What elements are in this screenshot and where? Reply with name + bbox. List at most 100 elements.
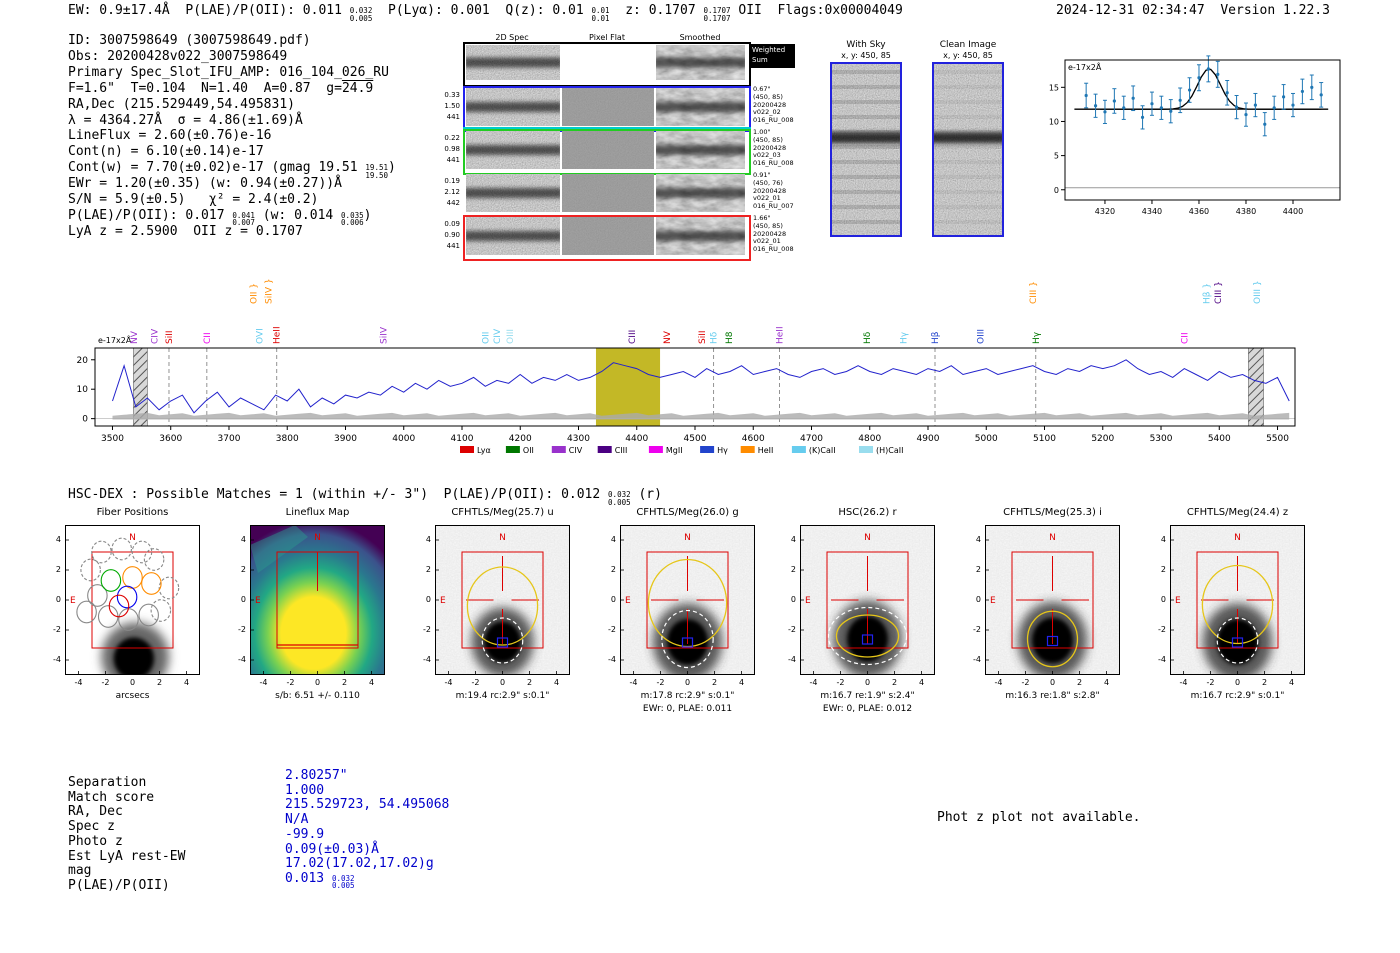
spec2d-row-annotation: 0.67" [753,85,771,93]
cutout-ytick-label: -4 [973,655,981,664]
cutout-footer: EWr: 0, PLAE: 0.012 [822,704,913,714]
cutout-xtick-label: 4 [738,678,745,687]
spec2d-tile [466,131,560,169]
spec2d-tile [656,88,745,126]
match-table-value: N/A [285,812,309,828]
cutout-footer: m:17.8 rc:2.9" s:0.1" [640,691,735,701]
svg-text:e-17x2Å: e-17x2Å [98,334,132,345]
cutout-ytick-label: -4 [1158,655,1166,664]
cutout-xtick-label: 4 [1288,678,1295,687]
spec2d-row-annotation: 016_RU_008 [753,116,794,125]
svg-text:e-17x2Å: e-17x2Å [1068,61,1102,72]
svg-text:5100: 5100 [1033,434,1056,444]
svg-text:4380: 4380 [1236,207,1256,216]
svg-text:NV: NV [130,330,140,344]
svg-text:Hγ: Hγ [900,331,910,344]
svg-text:0: 0 [82,415,88,425]
svg-text:5: 5 [1054,152,1059,161]
svg-text:4200: 4200 [509,434,532,444]
spec2d-row-annotation: 016_RU_007 [753,202,794,211]
spec2d-tile [466,88,560,126]
sky-panel-title: With Sky [846,40,886,50]
svg-text:Hγ: Hγ [717,446,728,455]
photz-note: Phot z plot not available. [937,810,1141,825]
cutout-xtick-label: 2 [1261,678,1268,687]
svg-text:N: N [129,533,136,543]
sky-panel-subtitle: x, y: 450, 85 [841,51,891,60]
match-table-value: -99.9 [285,826,325,842]
svg-text:E: E [625,596,631,606]
svg-text:CII: CII [203,332,213,344]
spec2d-row-annotation: (450, 76) [753,178,783,187]
svg-text:3500: 3500 [101,434,124,444]
cutout-xtick-label: -4 [74,678,83,687]
spec2d-row-stat: 1.50 [444,102,460,110]
cutout-xtick-label: -4 [1179,678,1188,687]
spec2d-pixel-flat-tile-svg [562,131,654,169]
cutout-ytick-label: -4 [608,655,616,664]
svg-text:N: N [314,533,321,543]
spec2d-pixel-flat-tile [562,88,654,126]
svg-text:Hδ: Hδ [863,331,873,344]
cutout-ytick-label: -2 [1158,625,1166,634]
cutout-xtick-label: 4 [368,678,375,687]
cutout-footer: m:16.3 re:1.8" s:2.8" [1005,691,1100,701]
spec2d-row-stat: 441 [446,113,460,121]
spec2d-row-border [463,215,751,261]
spec2d-col-header: 2D Spec [495,33,529,42]
spec2d-row-annotation: 20200428 [753,229,787,238]
spec2d-row-stat: 442 [446,199,460,207]
cutout-img-panel-svg: NE [1170,525,1305,675]
svg-text:4500: 4500 [684,434,707,444]
match-table-label: Separation [68,775,147,790]
svg-text:10: 10 [77,385,89,395]
spec2d-pixel-flat-tile [562,217,654,255]
cutout-ytick-label: 2 [975,565,981,574]
spec2d-tile [466,174,560,212]
cutout-ytick-label: 2 [425,565,431,574]
info-line: Primary Spec_Slot_IFU_AMP: 016_104_026_R… [68,64,389,80]
clean-image [932,62,1004,237]
cutout-title: Fiber Positions [96,507,169,518]
info-line: RA,Dec (215.529449,54.495831) [68,96,295,112]
svg-text:4320: 4320 [1095,207,1115,216]
info-line: λ = 4364.27Å σ = 4.86(±1.69)Å [68,112,303,128]
match-table-label: Photo z [68,833,123,849]
spec2d-row-stat: 0.98 [444,145,460,153]
cutout-xtick-label: 2 [711,678,718,687]
cutout-ytick-label: 0 [1160,595,1166,604]
svg-text:E: E [1175,596,1181,606]
cutout-xtick-label: 4 [1103,678,1110,687]
cutout-ytick-label: 2 [240,565,246,574]
spec2d-row-annotation: 1.00" [753,128,771,136]
svg-text:N: N [1234,533,1241,543]
cutout-ytick-label: -2 [973,625,981,634]
cutout-footer: s/b: 6.51 +/- 0.110 [275,691,360,701]
cutout-map-panel-svg: NE [250,525,385,675]
svg-text:4400: 4400 [625,434,648,444]
clean-image-svg [932,62,1004,237]
info-line: LineFlux = 2.60(±0.76)e-16 [68,128,272,144]
cutout-ytick-label: -2 [53,625,61,634]
cutout-xtick-label: 2 [526,678,533,687]
spec2d-row-annotation: (450, 85) [753,221,783,230]
cutout-xtick-label: 4 [553,678,560,687]
weighted-sum-label: Weighted [752,46,786,54]
with-sky-image [830,62,902,237]
cutout-footer: m:16.7 rc:2.9" s:0.1" [1190,691,1285,701]
svg-text:4000: 4000 [392,434,415,444]
match-table-label: mag [68,863,92,879]
cutout-img-panel-svg: NE [620,525,755,675]
spec2d-row-annotation: 20200428 [753,186,787,195]
cutout-ytick-label: 2 [55,565,61,574]
svg-text:4600: 4600 [742,434,765,444]
svg-text:Hβ: Hβ [931,331,941,344]
spec2d-pixel-flat-tile [562,131,654,169]
svg-text:SiII: SiII [698,330,708,344]
cutout-ytick-label: 4 [975,535,981,544]
spec2d-row-annotation: 20200428 [753,100,787,109]
match-table-value: 17.02(17.02,17.02)g [285,856,434,872]
